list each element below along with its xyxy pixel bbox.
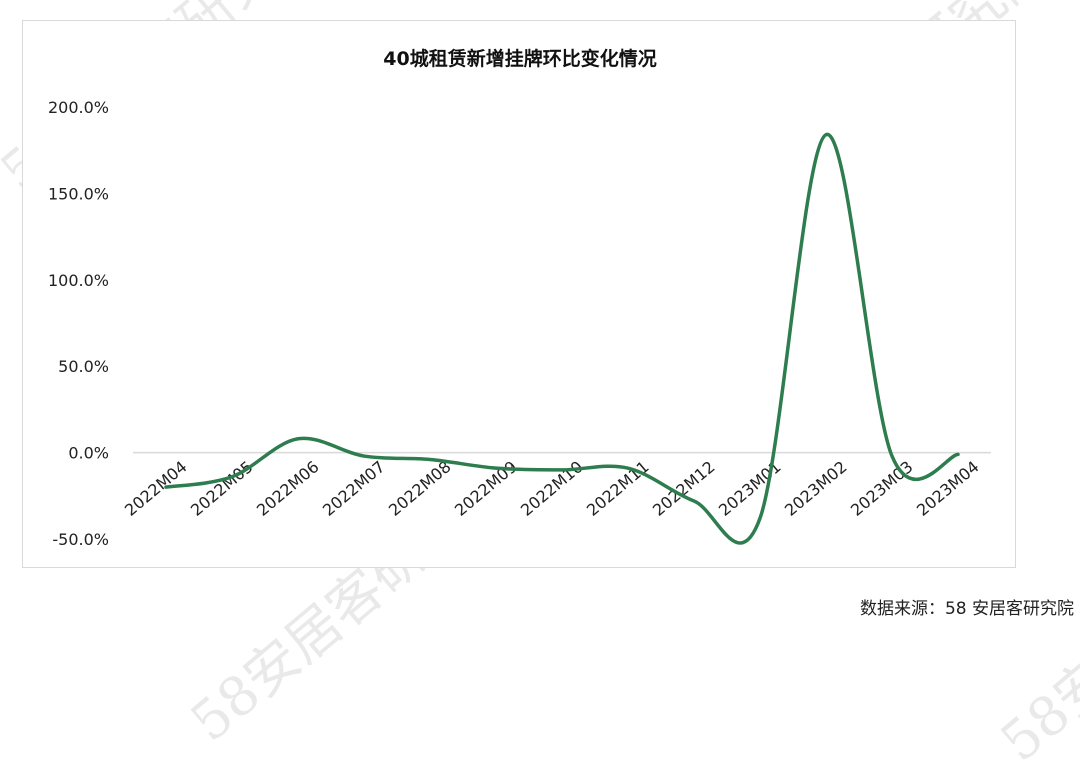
data-point: [296, 437, 300, 441]
x-tick-label: 2022M10: [517, 457, 587, 520]
data-point: [428, 458, 432, 462]
data-point: [626, 466, 630, 470]
x-tick-label: 2022M08: [385, 457, 455, 520]
source-note: 数据来源：58 安居客研究院: [859, 599, 1074, 619]
y-tick-label: 150.0%: [48, 184, 109, 203]
data-point: [230, 475, 234, 479]
x-tick-label: 2023M02: [781, 457, 851, 520]
y-tick-label: 50.0%: [58, 357, 109, 376]
x-tick-label: 2022M04: [121, 457, 191, 520]
x-tick-label: 2023M04: [913, 457, 983, 520]
x-tick-label: 2023M01: [715, 457, 785, 520]
x-tick-label: 2022M05: [187, 457, 257, 520]
x-tick-label: 2022M07: [319, 457, 389, 520]
data-point: [494, 466, 498, 470]
data-point: [560, 468, 564, 472]
data-point: [164, 485, 168, 489]
y-tick-label: 0.0%: [68, 444, 109, 463]
data-point: [758, 516, 762, 520]
y-tick-label: 100.0%: [48, 271, 109, 290]
data-point: [362, 454, 366, 458]
data-point: [890, 454, 894, 458]
data-point: [692, 499, 696, 503]
data-point: [956, 452, 960, 456]
x-tick-label: 2023M03: [847, 457, 917, 520]
data-point: [824, 133, 828, 137]
chart-frame: 40城租赁新增挂牌环比变化情况 -50.0% 0.0% 50.0% 100.0% 150.…: [22, 20, 1016, 568]
series-line: [164, 132, 960, 545]
chart-title: 40城租赁新增挂牌环比变化情况: [383, 47, 656, 70]
y-tick-label: -50.0%: [52, 530, 109, 549]
x-tick-label: 2022M06: [253, 457, 323, 520]
y-tick-label: 200.0%: [48, 98, 109, 117]
line-chart: 40城租赁新增挂牌环比变化情况 -50.0% 0.0% 50.0% 100.0% 150.…: [48, 47, 991, 549]
